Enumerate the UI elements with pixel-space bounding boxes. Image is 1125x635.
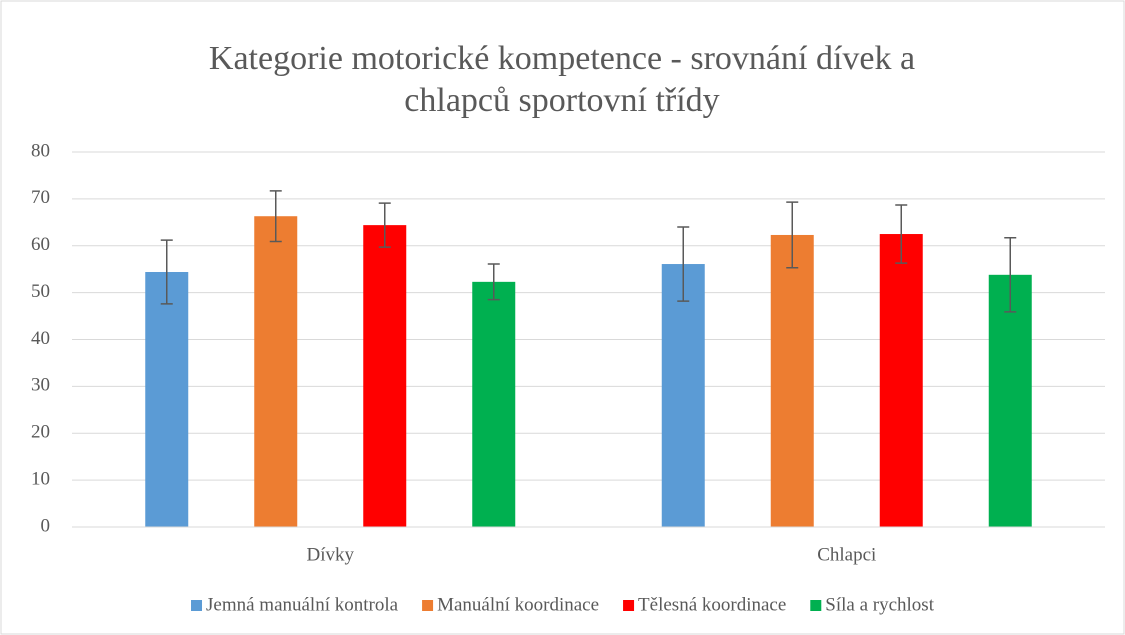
legend-item: Síla a rychlost [810,594,935,615]
y-tick-label: 70 [31,187,50,208]
legend-item: Jemná manuální kontrola [191,594,399,615]
legend-label: Tělesná koordinace [638,594,786,615]
bar [363,225,407,527]
error-bar [677,226,690,302]
y-tick-label: 30 [31,375,50,396]
legend-label: Jemná manuální kontrola [206,594,399,615]
bar [770,234,814,527]
legend-label: Manuální koordinace [437,594,599,615]
y-tick-label: 60 [31,234,50,255]
legend-item: Tělesná koordinace [623,594,786,615]
bar [879,234,923,527]
bar [145,272,189,527]
bar [988,274,1032,527]
error-bar [378,202,391,248]
legend-swatch [810,600,822,611]
y-tick-label: 50 [31,281,50,302]
legend-swatch [623,600,635,611]
error-bar [269,190,282,243]
bar [472,281,516,527]
error-bar [1004,237,1017,313]
y-tick-label: 20 [31,422,50,443]
legend-swatch [191,600,203,611]
x-tick-label: Dívky [307,544,355,565]
chart-title: Kategorie motorické kompetence - srovnán… [208,40,916,119]
legend-item: Manuální koordinace [422,594,599,615]
error-bar [895,204,908,264]
x-tick-label: Chlapci [817,544,876,565]
error-bar [160,239,173,305]
y-tick-label: 40 [31,328,50,349]
legend-swatch [422,600,434,611]
y-tick-label: 0 [41,515,51,536]
y-tick-label: 10 [31,468,50,489]
bar [254,216,298,527]
y-tick-label: 80 [31,140,50,161]
bar [661,264,705,527]
error-bar [487,263,500,301]
legend-label: Síla a rychlost [825,594,934,615]
error-bar [786,201,799,269]
